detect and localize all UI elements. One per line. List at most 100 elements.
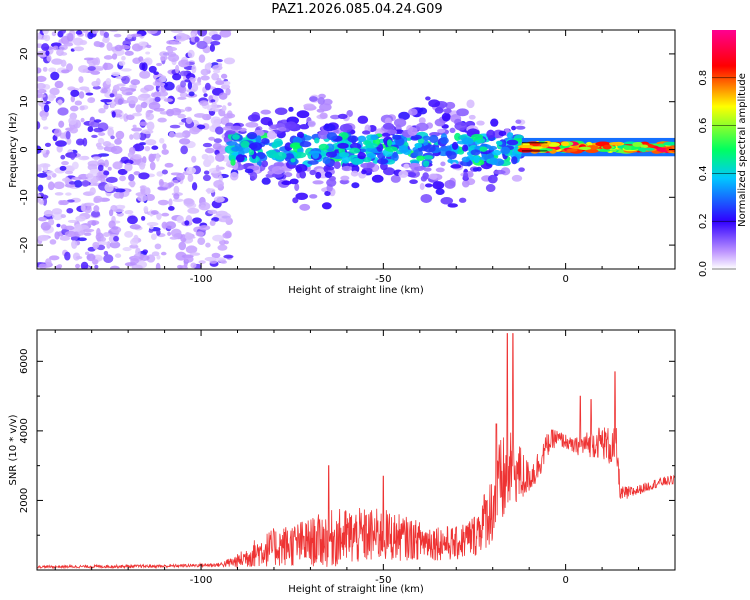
spectrogram-noise-cell (173, 185, 180, 195)
spectrogram-signal-cell (463, 171, 469, 181)
spectrogram-noise-cell (44, 142, 52, 147)
spectrogram-noise-cell (171, 30, 183, 34)
spectrogram-noise-cell (111, 53, 118, 60)
spectrogram-signal-cell (424, 183, 433, 188)
spectrogram-signal-cell (398, 111, 410, 121)
spectrogram-signal-cell (339, 179, 350, 185)
spectrogram-noise-cell (43, 209, 54, 217)
spectrogram-noise-cell (96, 227, 101, 237)
spectrogram-noise-cell (156, 62, 163, 67)
spectrogram-signal-cell (447, 158, 453, 163)
spectrogram-noise-cell (174, 132, 186, 138)
spectrogram-noise-cell (145, 51, 151, 55)
spectrogram-noise-cell (132, 153, 142, 160)
spectrogram-noise-cell (70, 95, 76, 103)
spectrogram-noise-cell (186, 166, 197, 175)
spectrogram-signal-cell (518, 167, 525, 172)
spectrogram-noise-cell (132, 132, 141, 140)
spectrogram-signal-cell (461, 137, 474, 145)
spectrogram-noise-cell (218, 92, 228, 100)
spectrogram-noise-cell (61, 69, 70, 74)
colorbar-tick-label: 0.2 (698, 213, 709, 229)
spectrogram-noise-cell (110, 145, 123, 155)
spectrogram-narrow-cell (644, 147, 655, 151)
spectrogram-noise-cell (99, 30, 105, 36)
spectrogram-noise-cell (113, 235, 119, 242)
spectrogram-noise-cell (155, 262, 161, 269)
spectrogram-noise-cell (65, 192, 72, 196)
spectrogram-noise-cell (94, 57, 101, 66)
spectrogram-noise-cell (151, 251, 160, 257)
spectrogram-noise-cell (216, 77, 222, 82)
spectrogram-noise-cell (112, 84, 120, 92)
colorbar-tick-label: 0.4 (698, 165, 709, 181)
spectrogram-noise-cell (205, 242, 211, 248)
spectrogram-signal-cell (496, 140, 503, 146)
spectrogram-noise-cell (129, 83, 138, 90)
spectrogram-signal-cell (230, 159, 236, 166)
spectrogram-noise-cell (107, 166, 112, 171)
spectrogram-noise-cell (187, 173, 194, 183)
spectrogram-noise-cell (145, 139, 157, 146)
spectrogram-signal-cell (324, 190, 331, 197)
spectrogram-noise-cell (119, 175, 126, 182)
spectrogram-signal-cell (350, 170, 359, 177)
spectrogram-noise-cell (66, 32, 74, 42)
spectrogram-noise-cell (198, 202, 211, 211)
spectrogram-signal-cell (278, 127, 287, 132)
colorbar-tick-label: 0.0 (698, 261, 709, 277)
spectrogram-noise-cell (121, 89, 133, 96)
spectrogram-noise-cell (114, 44, 123, 52)
spectrogram-signal-cell (357, 152, 367, 160)
spectrogram-noise-cell (105, 176, 118, 183)
spectrogram-noise-cell (60, 59, 67, 67)
spectrogram-noise-cell (211, 101, 218, 110)
spectrogram-noise-cell (159, 51, 169, 58)
spectrogram-noise-cell (190, 252, 201, 256)
spectrogram-noise-cell (203, 93, 208, 97)
spectrogram-narrow-cell (638, 147, 647, 152)
spectrogram-signal-cell (267, 130, 277, 140)
spectrogram-narrow-cell (608, 142, 623, 146)
spectrogram-noise-cell (205, 188, 216, 194)
spectrogram-noise-cell (167, 53, 180, 63)
spectrogram-noise-cell (46, 170, 54, 176)
spectrogram-noise-cell (40, 221, 51, 231)
spectrogram-noise-cell (98, 132, 106, 136)
spectrogram-noise-cell (84, 251, 90, 256)
spectrogram-noise-cell (93, 205, 100, 213)
spectrogram-signal-cell (249, 171, 258, 181)
spectrogram-signal-cell (493, 169, 506, 175)
spectrogram-noise-cell (145, 193, 155, 202)
spectrogram-signal-cell (386, 139, 393, 147)
spectrogram-signal-cell (249, 142, 263, 151)
spectrogram-signal-cell (247, 114, 261, 122)
spectrogram-noise-cell (114, 138, 122, 145)
spectrogram-noise-cell (66, 207, 74, 214)
spectrogram-noise-cell (195, 231, 205, 237)
spectrogram-signal-cell (425, 96, 431, 101)
spectrogram-noise-cell (180, 80, 187, 88)
spectrogram-noise-cell (55, 140, 67, 147)
spectrogram-noise-cell (86, 253, 96, 262)
spectrogram-noise-cell (204, 256, 217, 262)
spectrogram-signal-cell (511, 174, 523, 182)
spectrogram-noise-cell (223, 81, 231, 86)
spectrogram-signal-cell (411, 134, 423, 140)
spectrogram-signal-cell (420, 193, 433, 203)
spectrogram-signal-cell (416, 155, 425, 161)
spectrogram-noise-cell (114, 188, 126, 193)
spectrogram-noise-cell (164, 81, 175, 91)
spectrogram-narrow-cell (517, 148, 534, 153)
spectrogram-signal-cell (422, 155, 434, 160)
spectrogram-noise-cell (117, 168, 128, 176)
spectrogram-noise-cell (132, 124, 137, 129)
spectrogram-signal-cell (443, 108, 452, 114)
spectrogram-noise-cell (172, 73, 182, 81)
spectrogram-noise-cell (157, 199, 169, 206)
spectrogram-signal-cell (351, 157, 364, 165)
spectrogram-signal-cell (290, 158, 296, 163)
spectrogram-noise-cell (192, 217, 202, 224)
spectrogram-noise-cell (161, 212, 170, 217)
